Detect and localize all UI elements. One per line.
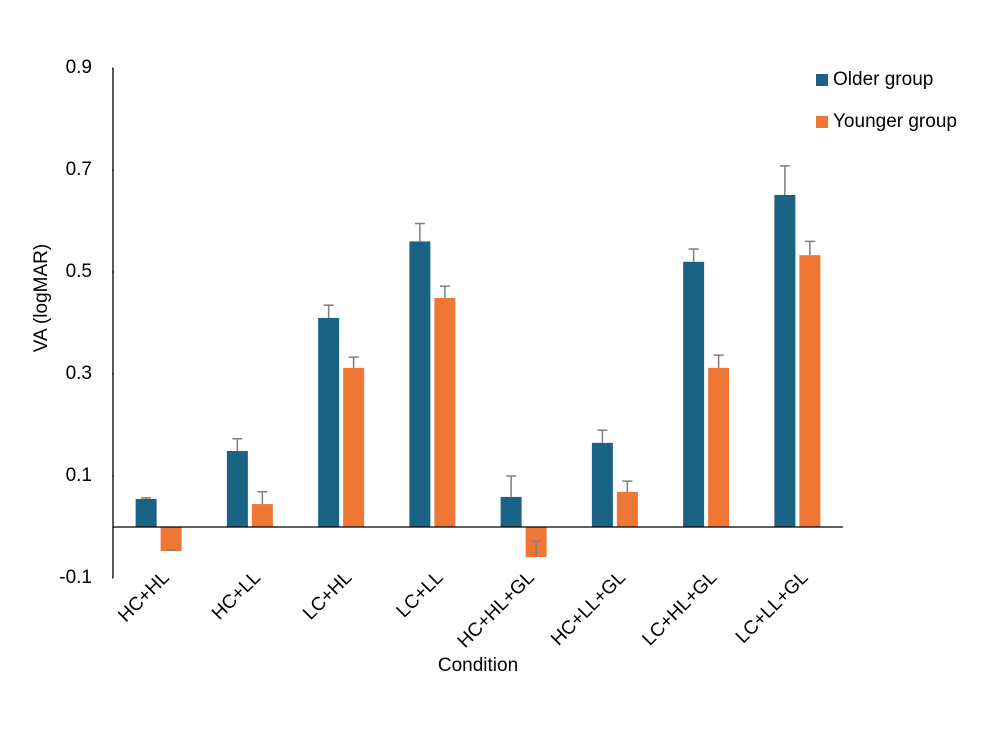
bar — [616, 491, 638, 527]
bar — [591, 442, 613, 527]
legend-swatch — [816, 74, 828, 86]
error-bar — [506, 475, 517, 497]
y-tick-label: 0.9 — [66, 57, 92, 78]
bar — [434, 298, 456, 527]
bar — [226, 451, 248, 527]
bar — [500, 496, 522, 527]
x-tick-label: HC+LL+GL — [547, 567, 630, 650]
bar — [160, 527, 182, 551]
bar — [135, 498, 157, 527]
x-tick-label: LC+LL — [393, 567, 448, 622]
x-axis-title: Condition — [438, 655, 518, 676]
error-bar — [323, 304, 334, 318]
legend-label: Older group — [833, 69, 933, 90]
x-tick-label: HC+LL — [208, 567, 265, 624]
x-tick-label: HC+HL — [114, 567, 173, 626]
error-bar — [257, 491, 268, 505]
error-bar — [141, 497, 152, 499]
x-tick-label: LC+HL+GL — [638, 567, 721, 650]
error-bar — [232, 438, 243, 452]
y-tick-label: 0.3 — [66, 363, 92, 384]
error-bar — [688, 248, 699, 262]
bar — [318, 317, 340, 527]
error-bar — [713, 354, 724, 368]
y-tick-label: -0.1 — [59, 567, 92, 588]
bar — [774, 194, 796, 528]
bar — [343, 367, 365, 527]
error-bar — [531, 540, 542, 558]
error-bar — [414, 222, 425, 242]
error-bar — [348, 356, 359, 368]
legend-swatch — [816, 116, 828, 128]
bar — [799, 255, 821, 528]
legend-label: Younger group — [833, 111, 957, 132]
y-tick-label: 0.5 — [66, 261, 92, 282]
error-bar — [622, 480, 633, 492]
x-tick-label: LC+LL+GL — [732, 567, 813, 648]
error-bar — [166, 549, 177, 551]
y-tick-label: 0.7 — [66, 159, 92, 180]
error-bar — [804, 240, 815, 256]
x-tick-label: LC+HL — [299, 567, 356, 624]
error-bar — [439, 285, 450, 299]
bar — [708, 367, 730, 527]
y-tick-label: 0.1 — [66, 465, 92, 486]
bar — [251, 504, 273, 527]
error-bar — [597, 429, 608, 443]
y-axis-title: VA (logMAR) — [31, 244, 52, 352]
bar — [409, 241, 431, 527]
error-bar — [779, 165, 790, 195]
x-tick-label: HC+HL+GL — [454, 567, 539, 652]
bar — [683, 261, 705, 527]
